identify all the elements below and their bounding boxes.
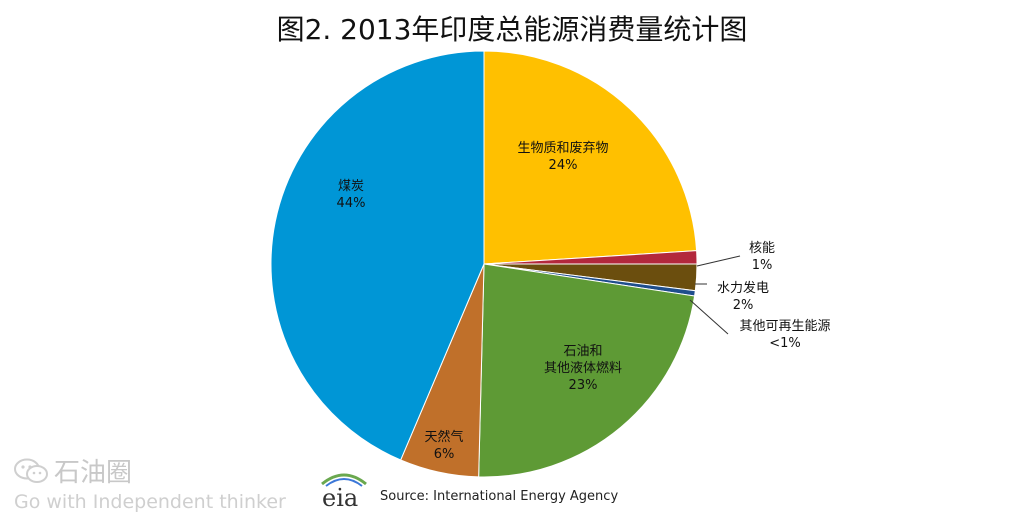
- slice-label: 核能 1%: [749, 241, 775, 273]
- slice-name-label: 煤炭: [338, 179, 364, 194]
- slice-value-label: 24%: [549, 158, 578, 173]
- wechat-icon: [14, 458, 48, 483]
- slice-value-label: 23%: [569, 378, 598, 393]
- slice-value-label: 44%: [337, 196, 366, 211]
- leader-line: [689, 299, 729, 335]
- slice-name-label: 天然气: [424, 429, 463, 445]
- slice-label: 天然气 6%: [424, 429, 463, 462]
- slice-label: 煤炭 44%: [337, 179, 366, 211]
- pie-slice: [483, 50, 698, 265]
- watermark-name: 石油圈: [54, 458, 133, 488]
- slice-name-label: 石油和: [563, 344, 602, 359]
- source-footer: eia Source: International Energy Agency: [318, 470, 618, 510]
- watermark-tagline: Go with Independent thinker: [14, 491, 286, 513]
- slice-name-label: 核能: [749, 241, 775, 256]
- source-text: Source: International Energy Agency: [380, 489, 619, 504]
- slice-label: 水力发电 2%: [717, 280, 769, 313]
- slice-value-label: 1%: [752, 258, 773, 273]
- slice-name-label: 其他可再生能源: [739, 319, 830, 334]
- slice-value-label: 2%: [733, 298, 754, 313]
- slice-label: 生物质和废弃物 24%: [517, 140, 608, 173]
- eia-logo: eia: [321, 473, 367, 510]
- slice-value-label: 6%: [434, 447, 455, 462]
- slice-label: 石油和其他液体燃料 23%: [544, 344, 622, 393]
- slice-name-label: 生物质和废弃物: [517, 140, 608, 156]
- leader-line: [696, 255, 741, 267]
- slice-value-label: <1%: [769, 336, 801, 351]
- pie-slice: [478, 263, 696, 478]
- watermark: 石油圈 Go with Independent thinker: [14, 452, 286, 513]
- slice-name-label: 其他液体燃料: [544, 360, 622, 376]
- pie-slice: [270, 50, 485, 461]
- chart-title: 图2. 2013年印度总能源消费量统计图: [276, 13, 748, 46]
- slice-label: 其他可再生能源 <1%: [739, 319, 830, 351]
- eia-logo-text: eia: [322, 484, 358, 510]
- slice-name-label: 水力发电: [717, 280, 769, 296]
